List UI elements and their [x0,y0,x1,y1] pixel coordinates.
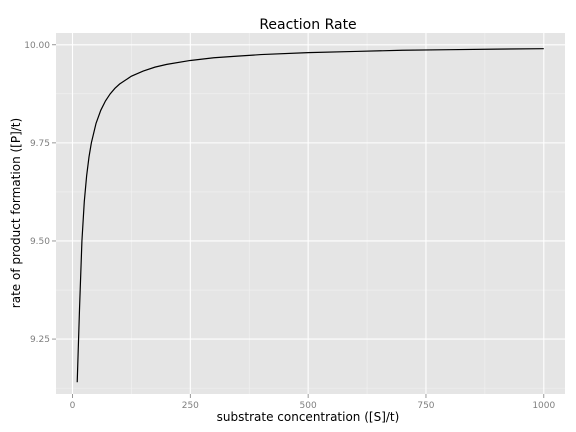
y-tick-label: 9.75 [30,139,50,149]
minor-gridlines [56,33,565,394]
rate-curve [76,48,544,383]
x-tick-label: 0 [70,401,76,411]
y-axis-title: rate of product formation ([P]/t) [9,118,23,308]
x-tick-label: 1000 [532,401,555,411]
y-axis-ticks: 9.25 9.50 9.75 10.00 [24,41,56,345]
x-tick-label: 750 [417,401,434,411]
y-tick-label: 9.50 [30,237,50,247]
chart-title: Reaction Rate [259,17,356,33]
x-axis-title: substrate concentration ([S]/t) [217,410,400,424]
major-gridlines [56,33,565,394]
y-tick-label: 9.25 [30,335,50,345]
x-tick-label: 250 [182,401,199,411]
x-tick-label: 500 [300,401,317,411]
y-tick-label: 10.00 [24,41,50,51]
plot-panel [56,33,565,394]
x-axis-ticks: 0 250 500 750 1000 [70,394,556,411]
